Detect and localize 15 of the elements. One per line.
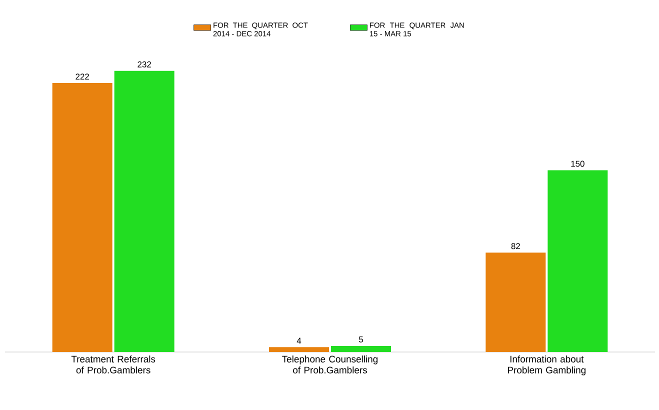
data-label: 150 (571, 160, 584, 167)
bar (114, 70, 174, 352)
data-label: 4 (296, 338, 302, 344)
bar (486, 252, 546, 352)
data-label: 222 (76, 74, 89, 80)
bar (52, 83, 112, 352)
data-label: 5 (358, 336, 364, 342)
bar (269, 347, 330, 352)
bar (331, 346, 392, 352)
x-tick-label: Treatment Referrals of Prob.Gamblers (71, 356, 156, 374)
data-label: 232 (138, 61, 151, 68)
x-tick-label: Information about Problem Gambling (508, 356, 586, 376)
x-tick-label: Telephone Counselling of Prob.Gamblers (282, 356, 378, 374)
data-label: 82 (511, 243, 520, 250)
bar (548, 170, 608, 352)
